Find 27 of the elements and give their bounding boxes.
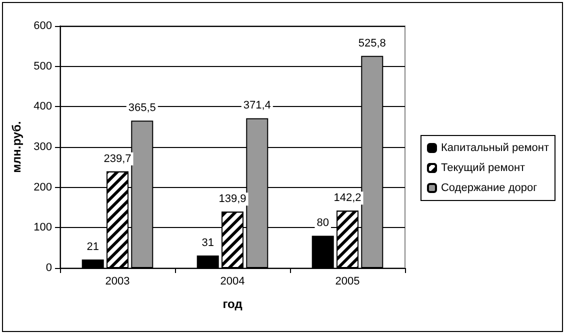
legend-label: Содержание дорог xyxy=(440,182,538,194)
y-tick-label: 200 xyxy=(34,181,52,194)
bar xyxy=(196,255,219,268)
y-tick-label: 100 xyxy=(34,222,52,234)
data-label: 525,8 xyxy=(358,37,386,50)
data-label: 371,4 xyxy=(243,100,271,112)
data-label: 31 xyxy=(202,236,214,249)
data-label: 239,7 xyxy=(104,152,132,165)
bar xyxy=(312,236,334,268)
y-tick-label: 0 xyxy=(46,262,52,274)
y-tick-label: 400 xyxy=(34,100,52,113)
data-label: 80 xyxy=(316,217,329,230)
y-tick-label: 600 xyxy=(34,20,52,32)
y-tick-label: 500 xyxy=(34,60,52,72)
legend-label: Текущий ремонт xyxy=(440,162,526,174)
data-label: 139,9 xyxy=(218,193,246,206)
y-axis-title: млн.руб. xyxy=(10,121,24,173)
x-tick-label: 2004 xyxy=(220,276,245,288)
data-label: 142,2 xyxy=(334,192,362,204)
legend-label: Капитальный ремонт xyxy=(440,142,550,154)
x-axis-title: год xyxy=(222,297,243,311)
bar xyxy=(82,260,104,268)
x-tick-label: 2003 xyxy=(105,276,130,288)
x-tick-label: 2005 xyxy=(335,276,360,288)
y-tick-label: 300 xyxy=(34,141,52,153)
data-label: 21 xyxy=(86,241,99,254)
data-label: 365,5 xyxy=(128,102,156,114)
